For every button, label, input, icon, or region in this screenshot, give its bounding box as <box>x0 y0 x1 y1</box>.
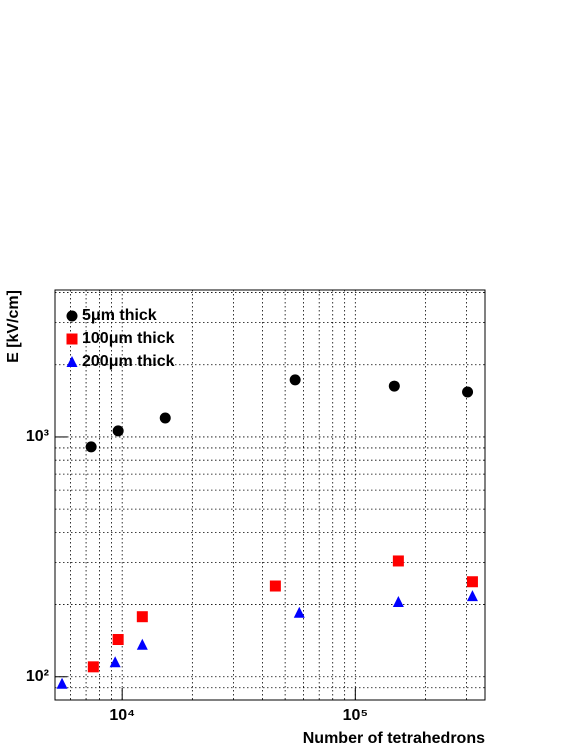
legend-label: 5μm thick <box>82 307 157 324</box>
marker <box>289 374 301 386</box>
marker <box>56 677 68 689</box>
x-tick-label: 10⁴ <box>109 707 135 724</box>
marker <box>392 595 404 607</box>
plot-frame <box>54 289 486 701</box>
marker <box>112 634 124 646</box>
legend-label: 100μm thick <box>82 330 175 347</box>
y-axis-label: E [kV/cm] <box>5 290 22 363</box>
marker <box>392 555 404 567</box>
marker <box>462 386 474 398</box>
y-tick-label: 10³ <box>26 428 49 445</box>
x-axis-label: Number of tetrahedrons <box>303 730 485 747</box>
marker <box>293 606 305 618</box>
marker <box>466 576 478 588</box>
legend-marker <box>66 310 78 322</box>
marker <box>136 611 148 623</box>
legend-label: 200μm thick <box>82 353 175 370</box>
marker <box>159 412 171 424</box>
marker <box>87 661 99 673</box>
marker <box>269 580 281 592</box>
x-tick-label: 10⁵ <box>343 707 368 724</box>
marker <box>112 425 124 437</box>
marker <box>466 590 478 602</box>
marker <box>109 656 121 668</box>
y-tick-label: 10² <box>26 668 49 685</box>
legend-marker <box>66 333 78 345</box>
marker <box>388 380 400 392</box>
marker <box>85 441 97 453</box>
legend-marker <box>66 356 78 367</box>
marker <box>136 638 148 650</box>
